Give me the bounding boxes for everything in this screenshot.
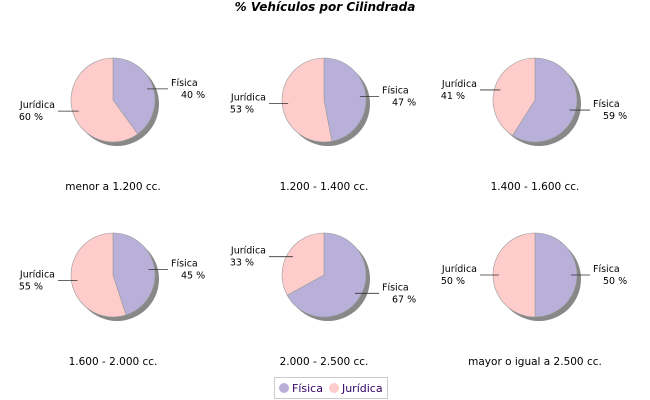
slice-label-value: 53 %	[230, 104, 254, 115]
legend-label: Jurídica	[341, 381, 383, 395]
chart-title: % Vehículos por Cilindrada	[234, 0, 416, 14]
legend-item-fisica: Física	[279, 382, 323, 395]
pie-slice-juridica	[492, 57, 536, 136]
pie-slice-juridica	[492, 232, 536, 318]
slice-label-name: Física	[593, 99, 620, 110]
pie-category-label: mayor o igual a 2.500 cc.	[468, 356, 602, 368]
slice-label-name: Jurídica	[441, 264, 477, 275]
slice-label-value: 33 %	[230, 258, 254, 269]
legend-label: Física	[292, 381, 323, 395]
slice-label-name: Física	[171, 78, 198, 89]
slice-label-value: 41 %	[441, 91, 465, 102]
pie-slice-juridica	[281, 232, 325, 296]
slice-label-name: Jurídica	[230, 246, 266, 257]
slice-label-value: 50 %	[603, 276, 627, 287]
slice-label-name: Jurídica	[19, 100, 55, 111]
pie-slice-fisica	[286, 232, 367, 318]
slice-label-value: 59 %	[603, 111, 627, 122]
legend-swatch-juridica	[328, 383, 339, 393]
pie-slice-fisica	[323, 57, 367, 142]
slice-label-value: 47 %	[392, 98, 416, 109]
slice-label-name: Física	[382, 86, 409, 97]
slice-label-name: Jurídica	[441, 79, 477, 90]
pie-category-label: 1.600 - 2.000 cc.	[69, 356, 158, 368]
pie-slice-fisica	[112, 232, 156, 316]
slice-label-name: Jurídica	[230, 92, 266, 103]
slice-label-value: 60 %	[19, 112, 43, 123]
legend: Física Jurídica	[274, 377, 388, 399]
slice-label-value: 67 %	[392, 294, 416, 305]
pie-category-label: 1.400 - 1.600 cc.	[491, 181, 580, 193]
slice-label-value: 50 %	[441, 276, 465, 287]
pie-slice-juridica	[70, 232, 127, 318]
slice-label-name: Física	[382, 282, 409, 293]
pie-category-label: menor a 1.200 cc.	[65, 181, 160, 193]
slice-label-name: Física	[593, 264, 620, 275]
pie-slice-juridica	[70, 57, 139, 143]
slice-label-value: 55 %	[19, 282, 43, 293]
pie-category-label: 1.200 - 1.400 cc.	[280, 181, 369, 193]
pie-slice-juridica	[281, 57, 333, 143]
pie-category-label: 2.000 - 2.500 cc.	[280, 356, 369, 368]
pie-slice-fisica	[112, 57, 156, 135]
slice-label-name: Jurídica	[19, 270, 55, 281]
legend-item-juridica: Jurídica	[328, 381, 383, 395]
slice-label-value: 40 %	[181, 90, 205, 101]
pie-slice-fisica	[512, 57, 578, 143]
slice-label-name: Física	[171, 258, 198, 269]
legend-swatch-fisica	[279, 383, 289, 393]
slice-label-value: 45 %	[181, 270, 205, 281]
